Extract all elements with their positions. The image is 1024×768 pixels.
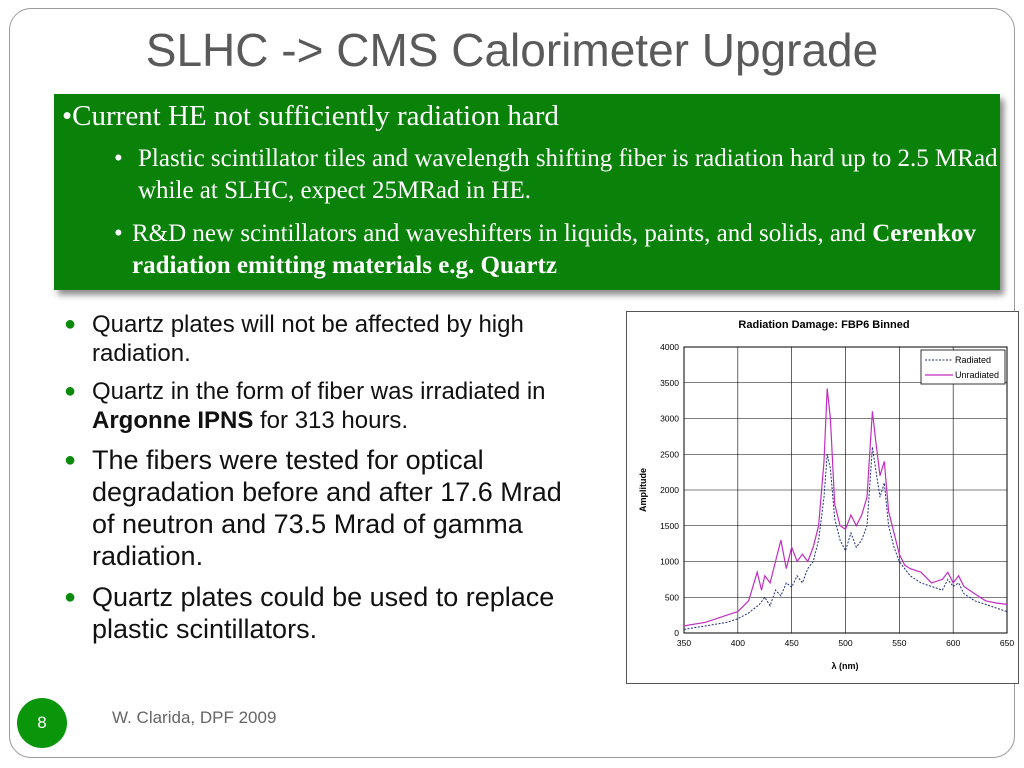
- chart-container: Radiation Damage: FBP6 Binned 0 500 1000 15…: [626, 311, 1019, 684]
- list-item-text: Quartz in the form of fiber was irradiat…: [92, 378, 546, 405]
- list-item-bold: Argonne IPNS: [92, 407, 254, 434]
- y-tick-label: 1000: [660, 557, 679, 567]
- sub-bullet-2-bold: Cerenkov radiation emitting materials e.…: [132, 220, 976, 279]
- sub-bullet-2-text: R&D new scintillators and waveshifters i…: [132, 218, 1002, 282]
- bullet-dot-icon: ●: [64, 313, 77, 335]
- list-item: ● The fibers were tested for optical degr…: [62, 444, 582, 572]
- chart-series: [683, 388, 1008, 630]
- list-item-text: for 313 hours.: [253, 407, 409, 434]
- list-item-text: The fibers were tested for optical degra…: [92, 445, 562, 571]
- y-tick-label: 2000: [660, 485, 679, 495]
- y-tick-label: 4000: [660, 342, 679, 352]
- footer-author: W. Clarida, DPF 2009: [112, 708, 277, 727]
- legend-box: [920, 349, 1006, 385]
- list-item-text: Quartz plates could be used to replace p…: [92, 582, 555, 644]
- bullet-dot-icon: ●: [64, 449, 77, 471]
- radiation-damage-chart: Radiation Damage: FBP6 Binned 0 500 1000 15…: [638, 319, 1014, 671]
- list-item: ● Quartz plates will not be affected by h…: [62, 310, 582, 368]
- x-axis-label: λ (nm): [832, 661, 859, 671]
- bullet-dot-icon: ●: [64, 586, 77, 608]
- x-tick-label: 350: [677, 638, 691, 648]
- legend-label-radiated: Radiated: [955, 355, 991, 365]
- x-tick-label: 450: [785, 638, 799, 648]
- y-tick-label: 2500: [660, 449, 679, 459]
- legend-label-unradiated: Unradiated: [955, 370, 999, 380]
- list-item: ● Quartz in the form of fiber was irradia…: [62, 377, 582, 435]
- sub-bullet-1-text: Plastic scintillator tiles and wavelengt…: [138, 145, 998, 204]
- y-tick-label: 3000: [660, 414, 679, 424]
- chart-legend: Radiated Unradiated: [920, 349, 1006, 385]
- x-tick-label: 600: [946, 638, 960, 648]
- y-tick-label: 500: [665, 592, 679, 602]
- highlight-box: •Current HE not sufficiently radiation h…: [54, 94, 1000, 290]
- list-item: ● Quartz plates could be used to replace …: [62, 581, 582, 645]
- x-tick-label: 400: [731, 638, 745, 648]
- y-tick-label: 1500: [660, 521, 679, 531]
- x-tick-label: 650: [1000, 638, 1014, 648]
- chart-grid: [683, 346, 1008, 634]
- sub-bullet-1-mark: •: [114, 145, 123, 172]
- y-tick-label: 3500: [660, 378, 679, 388]
- main-bullet-text: Current HE not sufficiently radiation ha…: [72, 100, 559, 132]
- y-tick-label: 0: [674, 628, 679, 638]
- series-line-unradiated: [683, 388, 1008, 627]
- main-bullet-line: •Current HE not sufficiently radiation h…: [62, 98, 559, 134]
- main-bullet-mark: •: [62, 100, 73, 132]
- slide-title: SLHC -> CMS Calorimeter Upgrade: [145, 24, 879, 76]
- x-tick-label: 550: [892, 638, 906, 648]
- sub-bullet-2: • R&D new scintillators and waveshifters…: [114, 218, 1002, 282]
- sub-bullet-2-plain: R&D new scintillators and waveshifters i…: [132, 220, 873, 247]
- chart-title: Radiation Damage: FBP6 Binned: [738, 319, 909, 331]
- bullet-list: ● Quartz plates will not be affected by h…: [62, 310, 582, 645]
- sub-bullet-2-mark: •: [114, 220, 123, 247]
- list-item-text: Quartz plates will not be affected by hi…: [92, 311, 524, 367]
- x-tick-label: 500: [838, 638, 852, 648]
- plot-area: [683, 346, 1008, 634]
- bullet-dot-icon: ●: [64, 380, 77, 402]
- series-line-radiated: [683, 447, 1008, 630]
- page-number-badge: 8: [17, 698, 67, 748]
- x-axis-ticks: 350 400 450 500 550 600 650: [677, 638, 1014, 648]
- y-axis-ticks: 0 500 1000 1500 2000 2500 3000 3500 4000: [660, 342, 679, 638]
- sub-bullet-1: • Plastic scintillator tiles and wavelen…: [114, 143, 1008, 207]
- y-axis-label: Amplitude: [638, 468, 648, 512]
